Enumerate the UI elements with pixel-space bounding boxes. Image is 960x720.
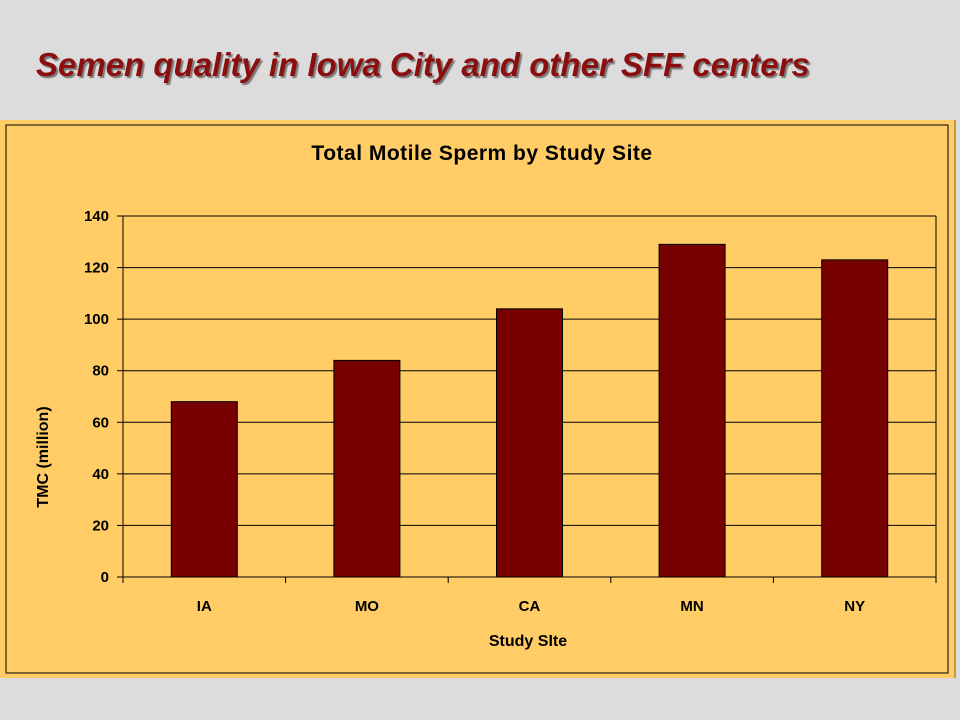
x-tick-label: NY [844,598,865,615]
bar-chart: Total Motile Sperm by Study Site 0 20 40 60… [5,124,949,674]
y-tick-label: 80 [92,363,109,380]
axes [117,215,937,583]
y-tick-label: 40 [92,466,109,483]
bar-mn [658,243,726,578]
y-tick-label: 120 [84,260,109,277]
chart-title: Total Motile Sperm by Study Site [311,142,652,165]
x-tick-label: IA [197,598,212,615]
chart-panel: Total Motile Sperm by Study Site 0 20 40 60… [0,120,956,678]
y-tick-labels: 0 20 40 60 80 100 120 140 [84,208,109,586]
bar-ia [170,401,238,578]
bar-mo [333,359,401,578]
y-tick-label: 140 [84,208,109,225]
chart-outer-border [5,124,949,674]
y-tick-label: 60 [92,414,109,431]
y-tick-label: 0 [101,569,109,586]
x-tick-label: CA [519,598,541,615]
bars [170,243,889,578]
x-tick-label: MN [680,598,703,615]
slide-title: Semen quality in Iowa City and other SFF… [36,46,810,83]
y-tick-label: 100 [84,311,109,328]
y-tick-label: 20 [92,517,109,534]
x-tick-labels: IA MO CA MN NY [197,598,865,615]
bar-ca [496,308,563,578]
x-axis-label: Study SIte [489,633,567,650]
x-tick-label: MO [355,598,379,615]
bar-ny [821,259,889,578]
y-axis-label: TMC (million) [35,406,52,507]
